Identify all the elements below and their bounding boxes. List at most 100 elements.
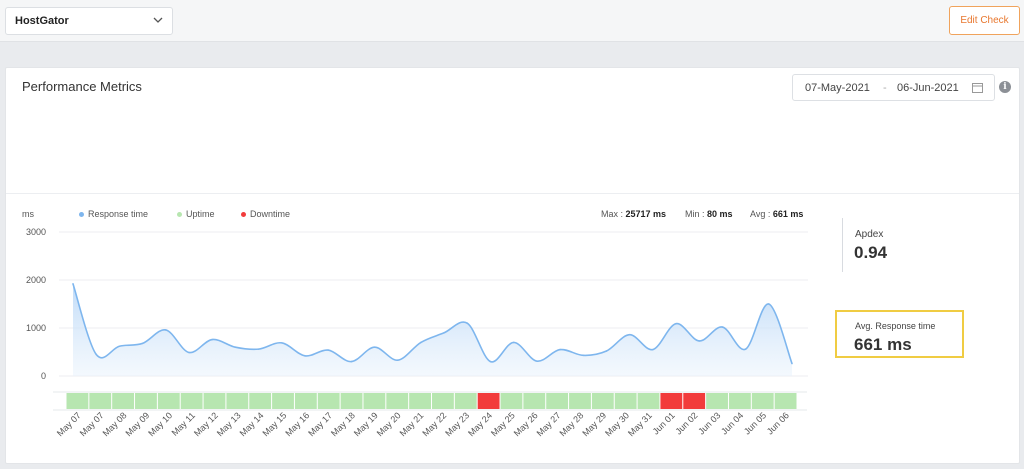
data-point bbox=[211, 338, 213, 341]
apdex-label: Apdex bbox=[855, 229, 884, 240]
y-tick-label: 2000 bbox=[26, 275, 46, 285]
status-segment-up bbox=[637, 393, 660, 409]
stat-avg-value: 661 ms bbox=[772, 209, 804, 219]
status-segment-up bbox=[294, 393, 317, 409]
x-tick-label: Jun 03 bbox=[696, 410, 722, 436]
x-tick-label: May 08 bbox=[101, 410, 129, 438]
x-tick-label: Jun 04 bbox=[719, 410, 745, 436]
status-segment-down bbox=[477, 393, 500, 409]
status-segment-down bbox=[660, 393, 683, 409]
stat-min: Min : 80 ms bbox=[685, 209, 733, 219]
chevron-down-icon bbox=[153, 17, 163, 23]
legend-downtime[interactable]: Downtime bbox=[250, 209, 291, 219]
data-point bbox=[327, 349, 329, 351]
site-select-dropdown[interactable]: HostGator bbox=[5, 7, 173, 35]
data-point bbox=[582, 354, 585, 357]
response-time-area bbox=[73, 283, 792, 376]
x-tick-label: May 07 bbox=[78, 410, 106, 438]
panel-title: Performance Metrics bbox=[22, 79, 142, 94]
y-unit-label: ms bbox=[22, 209, 34, 219]
panel-divider bbox=[6, 193, 1019, 194]
legend-dot-uptime bbox=[177, 212, 182, 217]
x-tick-label: May 10 bbox=[146, 410, 174, 438]
site-select-value: HostGator bbox=[15, 15, 69, 27]
data-point bbox=[188, 351, 190, 354]
x-tick-label: Jun 01 bbox=[651, 410, 677, 436]
edit-check-button[interactable]: Edit Check bbox=[949, 6, 1020, 35]
stat-max-label: Max : bbox=[601, 209, 624, 219]
y-tick-label: 1000 bbox=[26, 323, 46, 333]
data-point bbox=[443, 332, 445, 334]
x-tick-label: May 28 bbox=[557, 410, 585, 438]
status-segment-up bbox=[249, 393, 272, 409]
apdex-value: 0.94 bbox=[854, 243, 888, 262]
x-tick-label: May 27 bbox=[535, 410, 563, 438]
status-segment-up bbox=[454, 393, 477, 409]
data-point bbox=[373, 346, 376, 349]
x-tick-label: May 19 bbox=[352, 410, 380, 438]
data-point bbox=[605, 350, 608, 352]
x-tick-label: May 14 bbox=[238, 410, 266, 438]
status-segment-up bbox=[523, 393, 546, 409]
legend-uptime[interactable]: Uptime bbox=[186, 209, 215, 219]
date-end: 06-Jun-2021 bbox=[897, 82, 959, 94]
stat-min-value: 80 ms bbox=[707, 209, 733, 219]
avg-response-value: 661 ms bbox=[854, 335, 912, 354]
data-point bbox=[675, 322, 677, 325]
status-segment-up bbox=[386, 393, 409, 409]
data-point bbox=[118, 345, 121, 348]
legend-dot-downtime bbox=[241, 212, 246, 217]
data-point bbox=[234, 346, 237, 349]
data-point bbox=[466, 322, 469, 325]
status-segment-up bbox=[203, 393, 226, 409]
legend-dot-response bbox=[79, 212, 84, 217]
data-point bbox=[72, 283, 74, 285]
data-point bbox=[791, 362, 793, 365]
date-separator: - bbox=[883, 82, 887, 94]
info-icon[interactable]: i bbox=[999, 81, 1011, 93]
status-segment-up bbox=[774, 393, 797, 409]
status-segment-up bbox=[272, 393, 294, 409]
data-point bbox=[652, 348, 654, 351]
data-point bbox=[304, 355, 306, 357]
x-tick-label: May 24 bbox=[466, 410, 494, 438]
data-point bbox=[280, 342, 283, 344]
x-tick-label: May 18 bbox=[329, 410, 357, 438]
status-segment-up bbox=[728, 393, 751, 409]
status-segment-down bbox=[683, 393, 706, 409]
data-point bbox=[536, 360, 538, 362]
data-point bbox=[489, 360, 492, 363]
x-tick-label: Jun 02 bbox=[673, 410, 699, 436]
data-point bbox=[257, 348, 260, 350]
data-point bbox=[350, 360, 353, 363]
status-segment-up bbox=[340, 393, 363, 409]
x-tick-label: May 22 bbox=[420, 410, 448, 438]
stat-min-label: Min : bbox=[685, 209, 705, 219]
status-segment-up bbox=[66, 393, 89, 409]
data-point bbox=[512, 341, 515, 344]
x-tick-label: May 26 bbox=[512, 410, 540, 438]
x-tick-label: Jun 05 bbox=[742, 410, 768, 436]
stat-max: Max : 25717 ms bbox=[601, 209, 666, 219]
stat-max-value: 25717 ms bbox=[625, 209, 667, 219]
status-segment-up bbox=[112, 393, 135, 409]
status-segment-up bbox=[157, 393, 180, 409]
status-segment-up bbox=[226, 393, 249, 409]
avg-response-label: Avg. Response time bbox=[855, 321, 936, 331]
date-range-picker[interactable]: 07-May-2021 - 06-Jun-2021 bbox=[792, 74, 995, 101]
x-tick-label: May 15 bbox=[260, 410, 288, 438]
data-point bbox=[744, 348, 747, 350]
y-tick-label: 3000 bbox=[26, 227, 46, 237]
status-segment-up bbox=[751, 393, 774, 409]
x-tick-label: May 29 bbox=[580, 410, 608, 438]
legend-response-time[interactable]: Response time bbox=[88, 209, 149, 219]
x-tick-label: May 30 bbox=[603, 410, 631, 438]
calendar-icon bbox=[972, 83, 983, 93]
status-segment-up bbox=[706, 393, 728, 409]
data-point bbox=[420, 341, 422, 344]
x-tick-label: May 23 bbox=[443, 410, 471, 438]
status-segment-up bbox=[135, 393, 157, 409]
status-segment-up bbox=[614, 393, 637, 409]
x-tick-label: May 11 bbox=[170, 410, 197, 437]
x-tick-label: May 20 bbox=[375, 410, 403, 438]
